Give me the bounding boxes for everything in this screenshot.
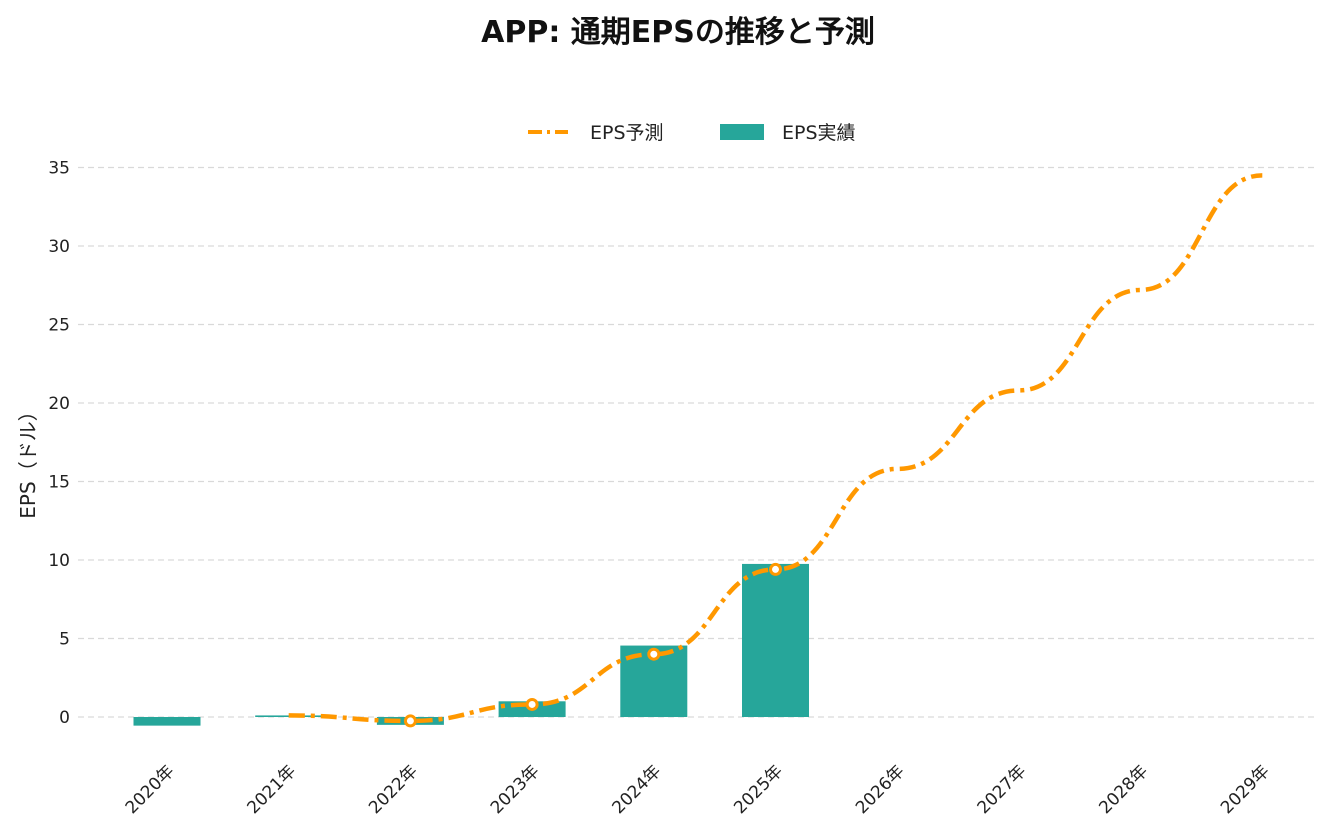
x-tick-label: 2029年 <box>1217 761 1274 818</box>
bar-eps-actual <box>133 717 201 726</box>
x-tick-label: 2028年 <box>1095 761 1152 818</box>
x-tick-label: 2026年 <box>852 761 909 818</box>
y-tick-label: 25 <box>48 316 70 336</box>
x-tick-label: 2022年 <box>365 761 422 818</box>
legend-label-actual: EPS実績 <box>782 122 856 144</box>
x-tick-label: 2020年 <box>122 761 179 818</box>
x-tick-label: 2024年 <box>609 761 666 818</box>
y-axis-label: EPS（ドル） <box>16 401 40 518</box>
chart-title: APP: 通期EPSの推移と予測 <box>481 15 875 50</box>
y-tick-label: 15 <box>48 473 70 493</box>
forecast-point <box>769 562 782 576</box>
bar-eps-actual <box>742 563 809 717</box>
forecast-point <box>403 714 417 728</box>
x-tick-label: 2021年 <box>243 761 300 818</box>
y-tick-label: 10 <box>48 551 70 571</box>
legend: EPS予測 EPS実績 <box>528 122 856 144</box>
y-tick-label: 0 <box>59 708 70 728</box>
x-tick-label: 2027年 <box>974 761 1031 818</box>
x-tick-label: 2023年 <box>487 761 544 818</box>
forecast-point <box>525 697 539 711</box>
forecast-point <box>647 647 661 661</box>
y-tick-label: 30 <box>48 237 70 257</box>
legend-label-forecast: EPS予測 <box>590 122 664 144</box>
line-eps-forecast <box>288 173 1263 724</box>
y-tick-label: 20 <box>48 394 70 414</box>
y-tick-label: 35 <box>48 159 70 179</box>
legend-swatch-actual <box>720 124 764 140</box>
y-tick-label: 5 <box>59 630 70 650</box>
x-tick-label: 2025年 <box>730 761 787 818</box>
